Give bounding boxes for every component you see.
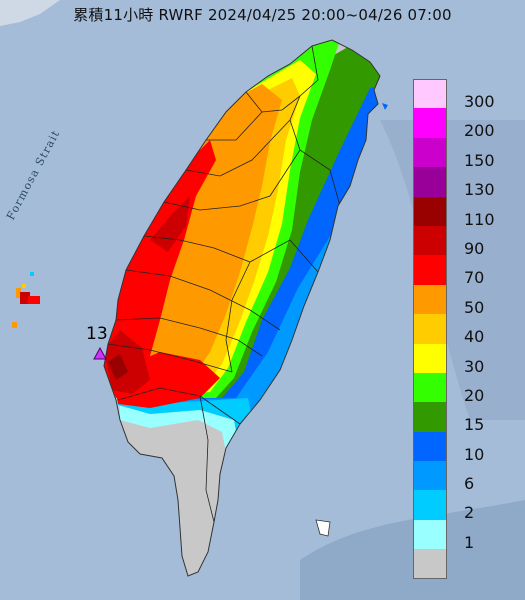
legend-item: 130 — [413, 167, 525, 200]
legend-item: 300 — [413, 79, 525, 111]
legend-label: 50 — [464, 297, 485, 317]
legend-label: 150 — [464, 150, 495, 170]
legend-label: 10 — [464, 444, 485, 464]
legend-label: 40 — [464, 327, 485, 347]
legend-swatch — [413, 549, 447, 579]
legend-item: 200 — [413, 108, 525, 141]
triangle-marker-icon — [93, 347, 107, 360]
county-boundaries — [107, 45, 341, 523]
legend-label: 90 — [464, 238, 485, 258]
legend-label: 6 — [464, 474, 475, 494]
legend-swatch — [413, 519, 447, 550]
legend-swatch — [413, 225, 447, 256]
rainfall-legend: 300 200 150 130 110 90 70 50 40 30 20 15 10 6 2 1 — [413, 79, 525, 579]
legend-item: 50 — [413, 284, 525, 317]
turtle-island — [382, 103, 388, 110]
legend-label: 1 — [464, 532, 475, 552]
legend-item: 6 — [413, 461, 525, 494]
legend-swatch — [413, 137, 447, 168]
legend-swatch — [413, 196, 447, 226]
legend-item: 20 — [413, 372, 525, 405]
legend-item: 1 — [413, 519, 525, 552]
station-value-label: 13 — [86, 324, 108, 344]
taiwan-coastline — [103, 39, 381, 577]
legend-item: 10 — [413, 431, 525, 464]
seafloor-trench — [300, 500, 525, 600]
legend-label: 110 — [464, 209, 495, 229]
legend-item: 110 — [413, 196, 525, 229]
legend-swatch — [413, 79, 447, 109]
rain-zone-maroon — [108, 354, 128, 380]
legend-swatch — [413, 314, 447, 344]
mainland-coast — [0, 0, 60, 26]
legend-swatch — [413, 255, 447, 285]
legend-item: 70 — [413, 255, 525, 288]
legend-label: 300 — [464, 92, 495, 111]
legend-label: 30 — [464, 356, 485, 376]
legend-label: 15 — [464, 415, 485, 435]
legend-item: 15 — [413, 402, 525, 435]
legend-swatch — [413, 372, 447, 403]
legend-label: 200 — [464, 121, 495, 141]
legend-label: 70 — [464, 268, 485, 288]
legend-item: 2 — [413, 490, 525, 523]
legend-swatch — [413, 461, 447, 491]
legend-label: 20 — [464, 385, 485, 405]
map-title: 累積11小時 RWRF 2024/04/25 20:00~04/26 07:00 — [73, 6, 452, 24]
legend-item: 40 — [413, 314, 525, 347]
green-island — [315, 519, 331, 537]
legend-label: 130 — [464, 180, 495, 200]
legend-item: 90 — [413, 225, 525, 258]
legend-swatch — [413, 108, 447, 138]
legend-swatch — [413, 431, 447, 462]
legend-label: 2 — [464, 503, 475, 523]
legend-swatch — [413, 167, 447, 197]
legend-item — [413, 549, 525, 579]
legend-item: 150 — [413, 137, 525, 170]
legend-swatch — [413, 490, 447, 520]
legend-item: 30 — [413, 343, 525, 376]
legend-swatch — [413, 402, 447, 432]
legend-swatch — [413, 284, 447, 315]
penghu-islands — [12, 272, 40, 328]
legend-swatch — [413, 343, 447, 373]
